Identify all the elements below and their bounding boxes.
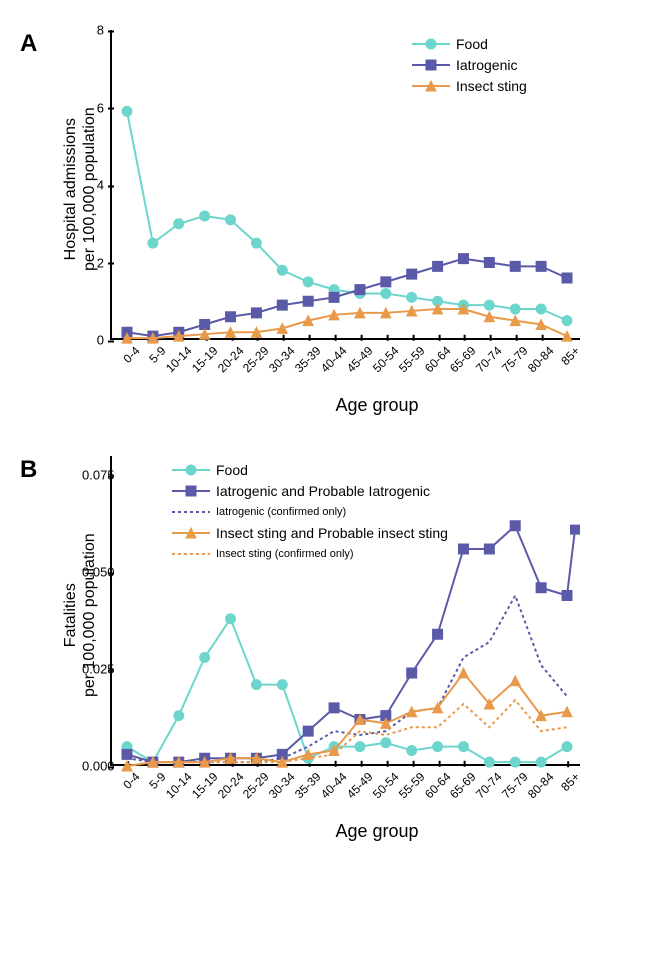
legend-item: Insect sting (412, 77, 527, 95)
panel-a: A Hospital admissions per 100,000 popula… (20, 30, 644, 416)
legend: Food Iatrogenic Insect sting (412, 35, 527, 98)
ytick: 0 (82, 333, 112, 348)
panel-a-chart: Hospital admissions per 100,000 populati… (110, 30, 644, 416)
legend-label: Insect sting (456, 78, 527, 94)
ytick: 8 (82, 23, 112, 38)
legend-item: Insect sting and Probable insect sting (172, 524, 448, 542)
legend-item: Food (172, 461, 448, 479)
legend-label: Insect sting (confirmed only) (216, 548, 354, 560)
legend-label: Iatrogenic and Probable Iatrogenic (216, 483, 430, 499)
legend-item: Iatrogenic (confirmed only) (172, 503, 448, 521)
panel-b-chart: Fatalities per 100,000 population 0.0000… (110, 456, 644, 842)
panel-b-ylabel: Fatalities per 100,000 population (61, 515, 99, 715)
panel-a-plot: 024680-45-910-1415-1920-2425-2930-3435-3… (110, 30, 580, 340)
panel-b-plot: 0.0000.0250.0500.0750-45-910-1415-1920-2… (110, 456, 580, 766)
legend-label: Insect sting and Probable insect sting (216, 525, 448, 541)
legend-label: Iatrogenic (456, 57, 517, 73)
xtick: 80-84 (519, 764, 556, 801)
legend: Food Iatrogenic and Probable Iatrogenic Ia… (172, 461, 448, 566)
panel-a-xlabel: Age group (110, 395, 644, 416)
panel-b: B Fatalities per 100,000 population 0.00… (20, 456, 644, 842)
legend-item: Insect sting (confirmed only) (172, 545, 448, 563)
legend-label: Iatrogenic (confirmed only) (216, 506, 346, 518)
ytick: 6 (82, 100, 112, 115)
xtick: 80-84 (519, 338, 556, 375)
ytick: 0.025 (82, 662, 112, 677)
legend-item: Iatrogenic (412, 56, 527, 74)
ytick: 0.075 (82, 468, 112, 483)
ytick: 0.000 (82, 759, 112, 774)
panel-a-label: A (20, 30, 37, 58)
legend-item: Iatrogenic and Probable Iatrogenic (172, 482, 448, 500)
ytick: 4 (82, 178, 112, 193)
legend-label: Food (456, 36, 488, 52)
legend-label: Food (216, 462, 248, 478)
ytick: 2 (82, 255, 112, 270)
xtick: 85+ (553, 338, 583, 368)
panel-b-label: B (20, 456, 37, 484)
legend-item: Food (412, 35, 527, 53)
ytick: 0.050 (82, 565, 112, 580)
xtick: 85+ (553, 764, 583, 794)
panel-b-xlabel: Age group (110, 821, 644, 842)
